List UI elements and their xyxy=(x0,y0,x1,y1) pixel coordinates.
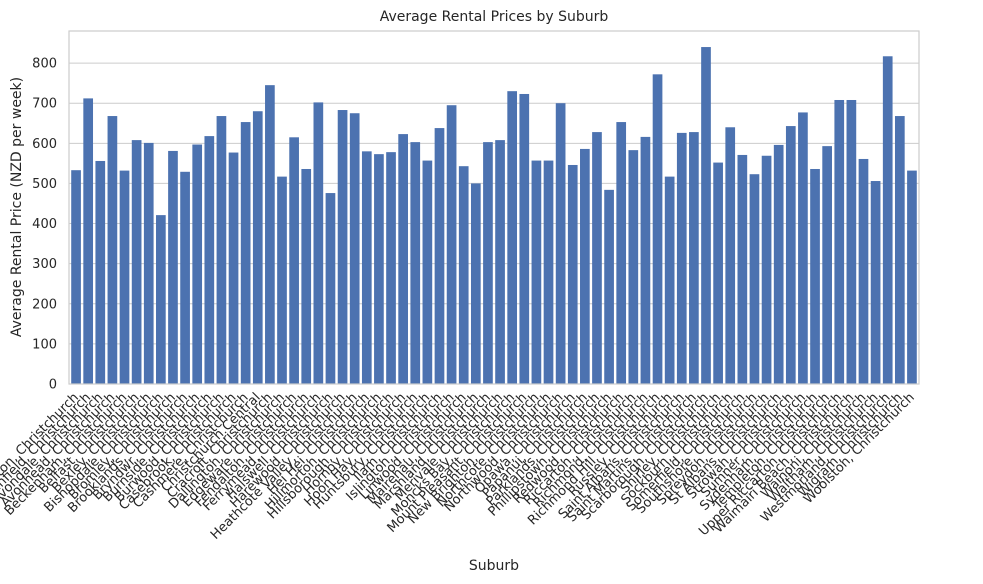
bar xyxy=(374,154,384,384)
bar xyxy=(640,136,651,384)
bar xyxy=(434,128,445,384)
y-axis-ticks: 0 100 200 300 400 500 600 700 800 xyxy=(32,57,57,393)
bar xyxy=(446,105,457,384)
bar xyxy=(907,170,917,384)
bar xyxy=(422,160,433,384)
bar xyxy=(773,144,784,384)
bar xyxy=(713,162,723,384)
bar xyxy=(265,85,275,384)
bar xyxy=(592,132,602,384)
bar xyxy=(495,140,505,384)
bar xyxy=(870,181,881,384)
bar xyxy=(701,47,711,384)
bar xyxy=(95,160,106,384)
bar xyxy=(664,176,675,384)
bar xyxy=(107,116,118,385)
bar xyxy=(749,174,760,384)
bar xyxy=(604,189,614,384)
bar xyxy=(834,99,845,384)
bar xyxy=(483,142,493,384)
bar xyxy=(798,112,808,385)
bar xyxy=(616,122,627,384)
y-tick-label: 400 xyxy=(32,217,57,232)
bar xyxy=(204,136,215,384)
y-tick-label: 100 xyxy=(32,337,57,352)
bar xyxy=(71,170,81,384)
bar xyxy=(689,132,699,384)
bar xyxy=(301,168,312,384)
bar xyxy=(325,193,336,384)
bar xyxy=(761,155,772,384)
bar xyxy=(676,132,687,384)
bar xyxy=(289,137,299,384)
bar xyxy=(822,146,832,384)
bar xyxy=(580,148,590,384)
bar xyxy=(180,171,190,384)
bar xyxy=(507,91,518,384)
bar xyxy=(858,158,869,384)
bar xyxy=(725,127,736,384)
bar xyxy=(519,93,530,385)
bar xyxy=(240,122,251,384)
bar xyxy=(216,116,227,385)
bar xyxy=(192,144,203,384)
bar xyxy=(470,183,481,384)
y-tick-label: 700 xyxy=(32,97,57,112)
chart-title: Average Rental Prices by Suburb xyxy=(380,9,609,25)
bar xyxy=(386,152,396,384)
bar xyxy=(894,116,905,385)
y-tick-label: 200 xyxy=(32,297,57,312)
bar xyxy=(458,166,469,384)
bar xyxy=(398,134,408,384)
y-tick-label: 600 xyxy=(32,137,57,152)
y-tick-label: 500 xyxy=(32,177,57,192)
bar xyxy=(131,140,142,384)
bar xyxy=(652,74,663,384)
bar xyxy=(313,102,324,384)
bar xyxy=(277,176,287,384)
bar xyxy=(555,103,566,385)
bar xyxy=(168,150,178,384)
y-tick-label: 0 xyxy=(49,378,57,393)
bar xyxy=(143,142,154,384)
y-tick-label: 800 xyxy=(32,57,57,72)
plot-frame xyxy=(68,30,920,385)
bar xyxy=(567,164,578,384)
bar xyxy=(410,142,421,384)
bar xyxy=(361,151,372,384)
bar xyxy=(628,150,639,384)
bar xyxy=(543,160,554,384)
bar xyxy=(119,170,130,384)
y-tick-label: 300 xyxy=(32,257,57,272)
bar xyxy=(349,113,360,384)
bar xyxy=(785,126,796,384)
bar xyxy=(810,168,820,384)
bars xyxy=(71,47,917,385)
y-axis-label: Average Rental Price (NZD per week) xyxy=(9,77,25,337)
bar xyxy=(252,111,263,385)
bar xyxy=(337,110,348,384)
bar xyxy=(846,99,857,384)
x-axis-label: Suburb xyxy=(469,558,519,574)
bar xyxy=(156,215,166,384)
bar xyxy=(83,98,94,385)
bar xyxy=(882,56,893,384)
bar xyxy=(737,154,748,384)
bar xyxy=(531,160,542,384)
bar xyxy=(228,152,239,384)
